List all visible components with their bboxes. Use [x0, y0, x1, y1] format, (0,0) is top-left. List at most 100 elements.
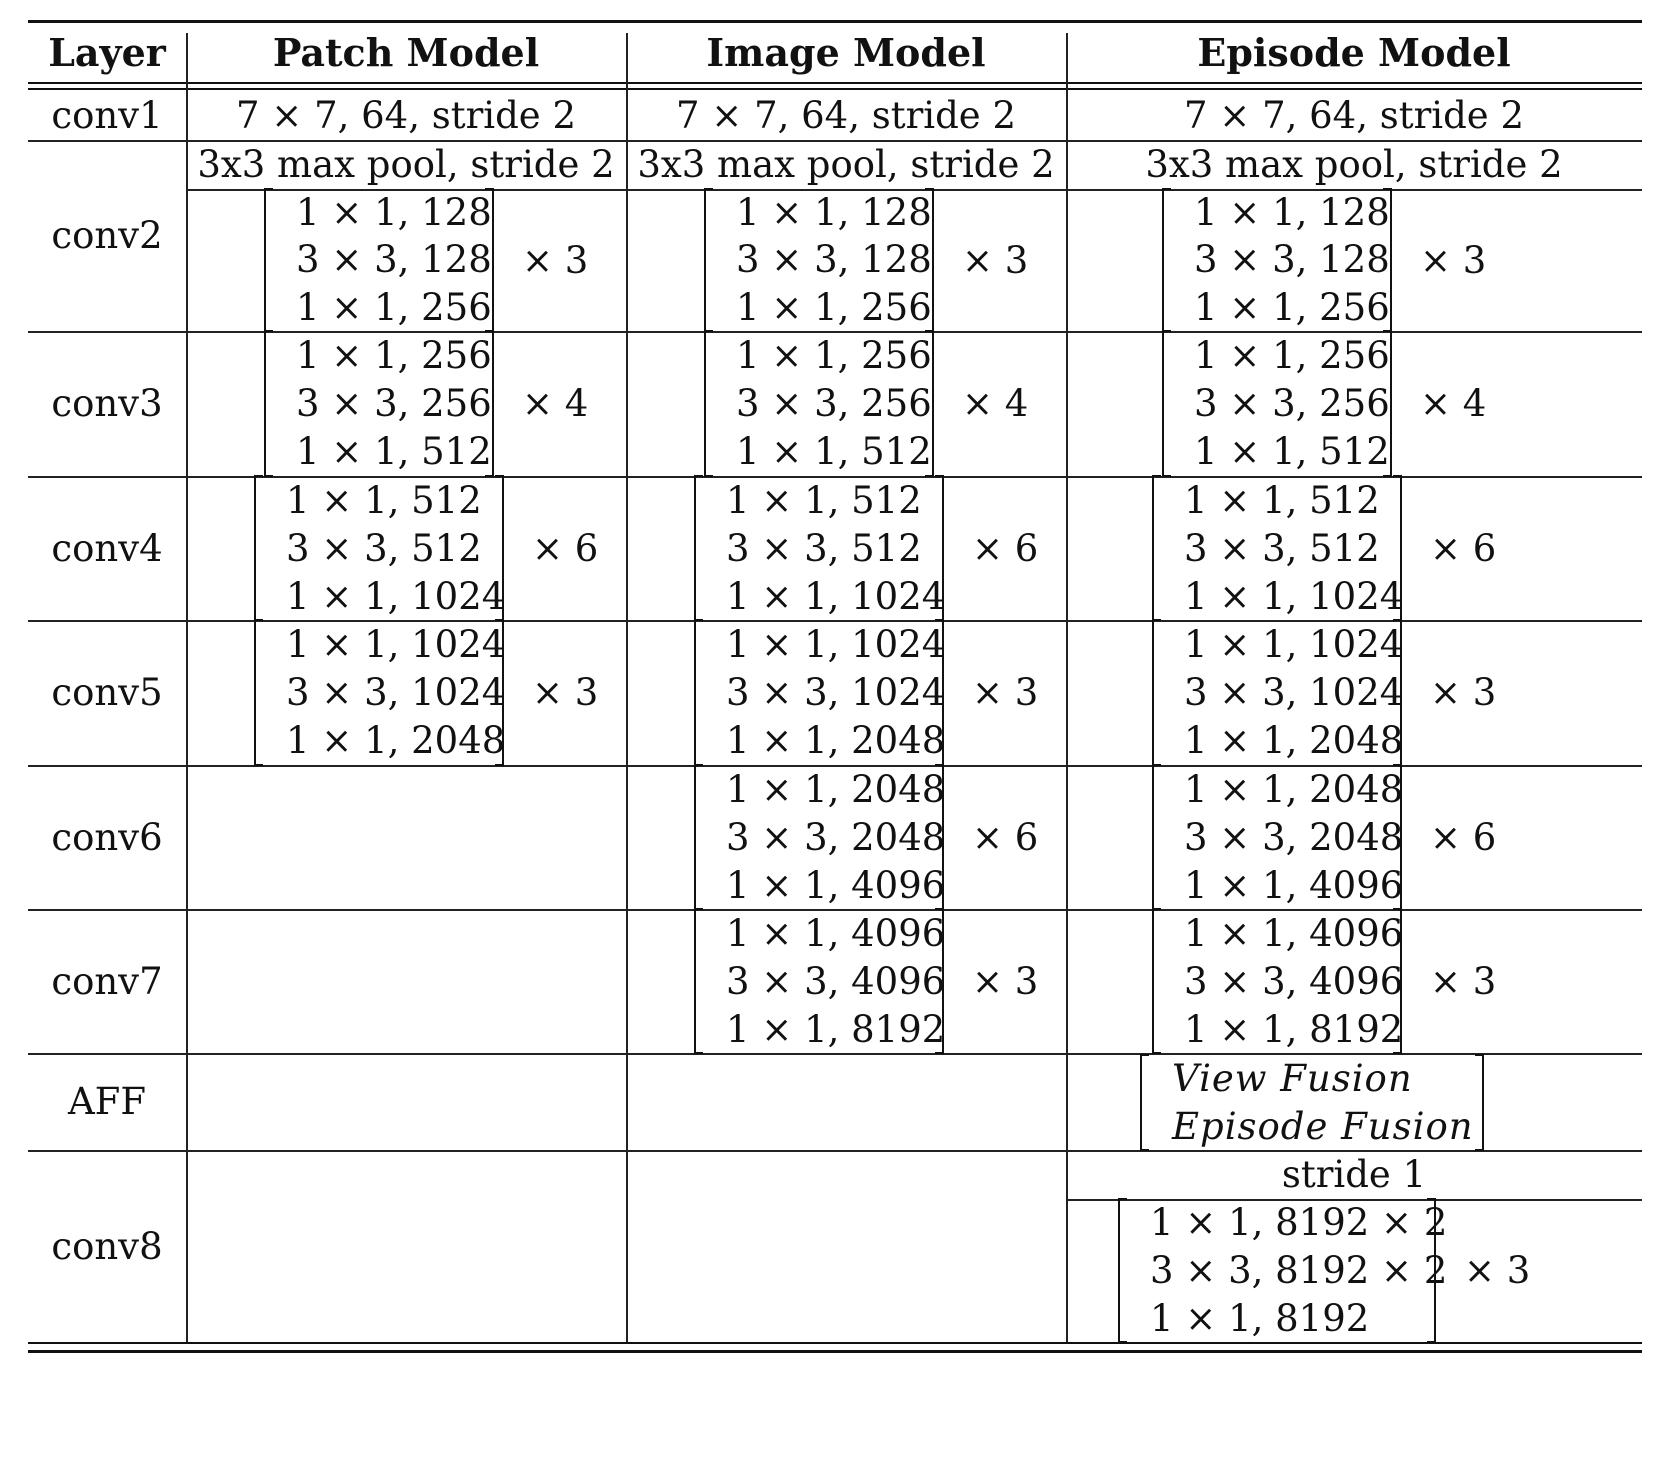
episode-conv2-bracket: 1 × 1, 128 3 × 3, 128 1 × 1, 256 — [1162, 188, 1392, 332]
image-conv2-bracket: 1 × 1, 128 3 × 3, 128 1 × 1, 256 — [704, 188, 934, 332]
image-conv6-bracket: 1 × 1, 2048 3 × 3, 2048 1 × 1, 4096 — [694, 764, 946, 910]
bracket-tick — [485, 474, 494, 477]
episode-conv6-line: 1 × 1, 2048 — [1184, 767, 1404, 811]
image-conv2-line: 1 × 1, 128 — [736, 191, 932, 235]
bracket-tick — [1383, 474, 1392, 477]
image-conv6-block: 1 × 1, 2048 3 × 3, 2048 1 × 1, 4096 × 6 — [694, 764, 1039, 910]
bracket-tick — [1393, 1051, 1402, 1054]
bracket-tick — [925, 330, 934, 333]
bracket-tick — [485, 330, 494, 333]
row-line-conv5 — [28, 765, 1642, 767]
image-conv7-block: 1 × 1, 4096 3 × 3, 4096 1 × 1, 8192 × 3 — [694, 908, 1039, 1054]
bracket-tick — [694, 1051, 703, 1054]
image-conv7-line: 1 × 1, 8192 — [726, 1007, 946, 1051]
patch-conv5-bracket: 1 × 1, 1024 3 × 3, 1024 1 × 1, 2048 — [254, 619, 505, 766]
image-conv3-repeat: × 4 — [962, 382, 1029, 425]
bracket-tick — [1152, 1051, 1161, 1054]
image-conv7-line: 3 × 3, 4096 — [726, 959, 946, 1003]
row-line-conv7 — [28, 1053, 1642, 1055]
bracket-tick — [495, 619, 504, 622]
bracket-tick — [935, 908, 944, 911]
patch-conv5-repeat: × 3 — [532, 671, 599, 714]
patch-conv3-line: 3 × 3, 256 — [296, 381, 492, 425]
bracket-tick — [694, 764, 703, 767]
patch-conv3-line: 1 × 1, 512 — [296, 430, 492, 474]
image-conv3-line: 1 × 1, 512 — [736, 430, 932, 474]
image-conv3-line: 3 × 3, 256 — [736, 381, 932, 425]
episode-conv4-line: 1 × 1, 1024 — [1184, 574, 1404, 618]
episode-conv4-repeat: × 6 — [1430, 526, 1497, 570]
image-conv4-block: 1 × 1, 512 3 × 3, 512 1 × 1, 1024 × 6 — [694, 475, 1039, 621]
bracket-tick — [1118, 1198, 1127, 1201]
image-conv1: 7 × 7, 64, stride 2 — [676, 93, 1016, 137]
bracket-tick — [1162, 188, 1171, 191]
col-line-1 — [186, 33, 188, 1342]
episode-conv3-line: 1 × 1, 256 — [1194, 333, 1390, 377]
image-conv6-line: 1 × 1, 4096 — [726, 863, 946, 907]
col-line-3 — [1066, 33, 1068, 1342]
row-line-conv2 — [28, 331, 1642, 333]
image-conv4-line: 1 × 1, 512 — [726, 478, 922, 522]
bracket-tick — [1162, 330, 1171, 333]
episode-conv6-bracket: 1 × 1, 2048 3 × 3, 2048 1 × 1, 4096 — [1152, 764, 1404, 910]
image-conv7-line: 1 × 1, 4096 — [726, 911, 946, 955]
bracket-tick — [1152, 908, 1161, 911]
image-conv6-line: 3 × 3, 2048 — [726, 815, 946, 859]
patch-conv2-block: 1 × 1, 128 3 × 3, 128 1 × 1, 256 × 3 — [264, 188, 588, 332]
episode-conv2-line: 1 × 1, 128 — [1194, 191, 1390, 235]
layer-name-conv8: conv8 — [51, 1224, 163, 1268]
episode-conv3-line: 3 × 3, 256 — [1194, 381, 1390, 425]
bracket-tick — [935, 764, 944, 767]
header-episode-model: Episode Model — [1197, 30, 1511, 75]
image-conv6-repeat: × 6 — [972, 815, 1039, 859]
episode-conv7-block: 1 × 1, 4096 3 × 3, 4096 1 × 1, 8192 × 3 — [1152, 908, 1497, 1054]
patch-conv3-bracket: 1 × 1, 256 3 × 3, 256 1 × 1, 512 — [264, 330, 494, 477]
bracket-tick — [254, 763, 263, 766]
bracket-tick — [1383, 330, 1392, 333]
bracket-tick — [1152, 475, 1161, 478]
episode-conv6-block: 1 × 1, 2048 3 × 3, 2048 1 × 1, 4096 × 6 — [1152, 764, 1497, 910]
bracket-tick — [264, 330, 273, 333]
episode-conv7-line: 1 × 1, 4096 — [1184, 911, 1404, 955]
image-conv5-line: 1 × 1, 2048 — [726, 719, 946, 763]
row-line-aff — [28, 1150, 1642, 1152]
bracket-tick — [495, 763, 504, 766]
bracket-tick — [935, 619, 944, 622]
bracket-tick — [694, 908, 703, 911]
bottom-rule-1 — [28, 1342, 1642, 1344]
bracket-tick — [485, 188, 494, 191]
episode-conv7-repeat: × 3 — [1430, 959, 1497, 1003]
patch-conv2-bracket: 1 × 1, 128 3 × 3, 128 1 × 1, 256 — [264, 188, 494, 332]
bracket-tick — [1393, 619, 1402, 622]
episode-conv4-line: 3 × 3, 512 — [1184, 526, 1380, 570]
image-conv4-line: 1 × 1, 1024 — [726, 574, 946, 618]
image-conv3-block: 1 × 1, 256 3 × 3, 256 1 × 1, 512 × 4 — [704, 330, 1029, 477]
bracket-tick — [1427, 1198, 1436, 1201]
patch-conv3-line: 1 × 1, 256 — [296, 333, 492, 377]
image-conv4-line: 3 × 3, 512 — [726, 526, 922, 570]
image-conv7-repeat: × 3 — [972, 959, 1039, 1003]
episode-conv8-line: 1 × 1, 8192 × 2 — [1150, 1201, 1448, 1245]
patch-conv3-block: 1 × 1, 256 3 × 3, 256 1 × 1, 512 × 4 — [264, 330, 588, 477]
patch-conv4-block: 1 × 1, 512 3 × 3, 512 1 × 1, 1024 × 6 — [254, 475, 599, 621]
layer-name-conv4: conv4 — [51, 526, 163, 570]
bracket-tick — [264, 474, 273, 477]
bracket-tick — [1140, 1148, 1149, 1151]
episode-pool: 3x3 max pool, stride 2 — [1145, 143, 1563, 186]
patch-conv2-line: 1 × 1, 256 — [296, 285, 492, 329]
episode-aff-line: View Fusion — [1172, 1057, 1413, 1101]
row-line-conv4 — [28, 620, 1642, 622]
episode-conv5-block: 1 × 1, 1024 3 × 3, 1024 1 × 1, 2048 × 3 — [1152, 619, 1496, 766]
image-conv4-repeat: × 6 — [972, 526, 1039, 570]
episode-conv8-line: 1 × 1, 8192 — [1150, 1296, 1370, 1340]
image-conv2-block: 1 × 1, 128 3 × 3, 128 1 × 1, 256 × 3 — [704, 188, 1028, 332]
patch-conv4-repeat: × 6 — [532, 526, 599, 570]
episode-conv6-repeat: × 6 — [1430, 815, 1497, 859]
bracket-tick — [1383, 188, 1392, 191]
row-line-pool — [186, 189, 1642, 191]
bracket-tick — [264, 188, 273, 191]
bracket-tick — [704, 474, 713, 477]
episode-conv8-line: 3 × 3, 8192 × 2 — [1150, 1248, 1448, 1292]
